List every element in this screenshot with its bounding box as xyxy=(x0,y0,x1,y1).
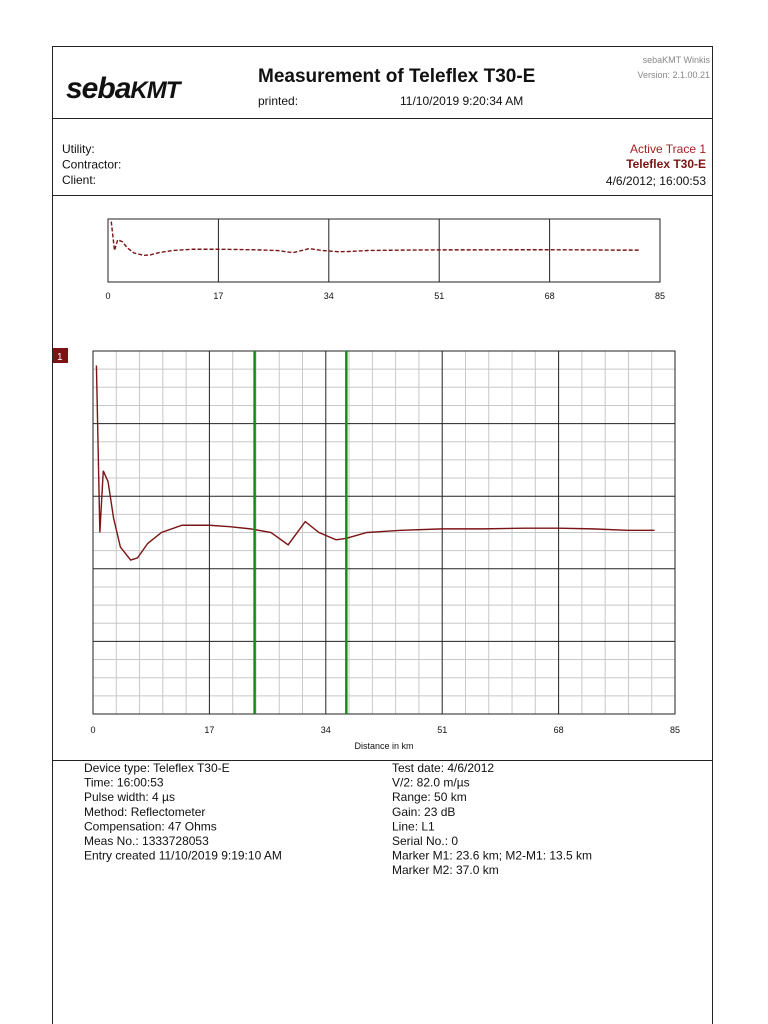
device: Teleflex T30-E xyxy=(626,157,706,171)
x-tick-label: 68 xyxy=(545,291,555,301)
info-label: Contractor: xyxy=(62,158,121,172)
detail: Marker M2: 37.0 km xyxy=(392,863,499,877)
detail: Method: Reflectometer xyxy=(84,805,205,819)
printed-label: printed: xyxy=(258,94,298,108)
detail: Range: 50 km xyxy=(392,790,467,804)
version: Version: 2.1.00.21 xyxy=(637,70,710,80)
detail: Device type: Teleflex T30-E xyxy=(84,761,230,775)
x-tick-label: 0 xyxy=(105,291,110,301)
x-tick-label: 17 xyxy=(213,291,223,301)
printed-date: 11/10/2019 9:20:34 AM xyxy=(400,94,523,108)
x-tick-label: 34 xyxy=(324,291,334,301)
x-tick-label: 51 xyxy=(434,291,444,301)
x-tick-label: 51 xyxy=(437,725,447,735)
datetime: 4/6/2012; 16:00:53 xyxy=(606,174,706,188)
detail: Test date: 4/6/2012 xyxy=(392,761,494,775)
x-axis-label: Distance in km xyxy=(354,741,413,751)
info-label: Client: xyxy=(62,173,96,187)
detail: V/2: 82.0 m/µs xyxy=(392,776,470,790)
x-tick-label: 0 xyxy=(90,725,95,735)
detail: Compensation: 47 Ohms xyxy=(84,819,217,833)
x-tick-label: 34 xyxy=(321,725,331,735)
x-tick-label: 85 xyxy=(670,725,680,735)
logo-part: seba xyxy=(66,72,131,105)
page-border xyxy=(52,46,713,1024)
trace xyxy=(95,365,655,561)
active-trace: Active Trace 1 xyxy=(630,142,706,156)
detail: Marker M1: 23.6 km; M2-M1: 13.5 km xyxy=(392,849,592,863)
logo-part: KMT xyxy=(130,77,182,104)
title: Measurement of Teleflex T30-E xyxy=(258,66,535,87)
plot-frame xyxy=(92,350,676,715)
detail: Gain: 23 dB xyxy=(392,805,455,819)
trace-label: 1 xyxy=(57,352,63,363)
trace xyxy=(110,221,641,256)
detail: Pulse width: 4 µs xyxy=(84,790,175,804)
detail: Time: 16:00:53 xyxy=(84,776,164,790)
detail: Line: L1 xyxy=(392,819,435,833)
detail: Entry created 11/10/2019 9:19:10 AM xyxy=(84,849,282,863)
info-label: Utility: xyxy=(62,142,95,156)
plot-frame xyxy=(107,218,661,283)
logo: sebaKMT xyxy=(66,72,183,105)
detail: Meas No.: 1333728053 xyxy=(84,834,209,848)
x-tick-label: 85 xyxy=(655,291,665,301)
x-tick-label: 17 xyxy=(204,725,214,735)
trace-label-box xyxy=(53,348,68,363)
x-tick-label: 68 xyxy=(554,725,564,735)
detail: Serial No.: 0 xyxy=(392,834,458,848)
software: sebaKMT Winkis xyxy=(643,55,711,65)
